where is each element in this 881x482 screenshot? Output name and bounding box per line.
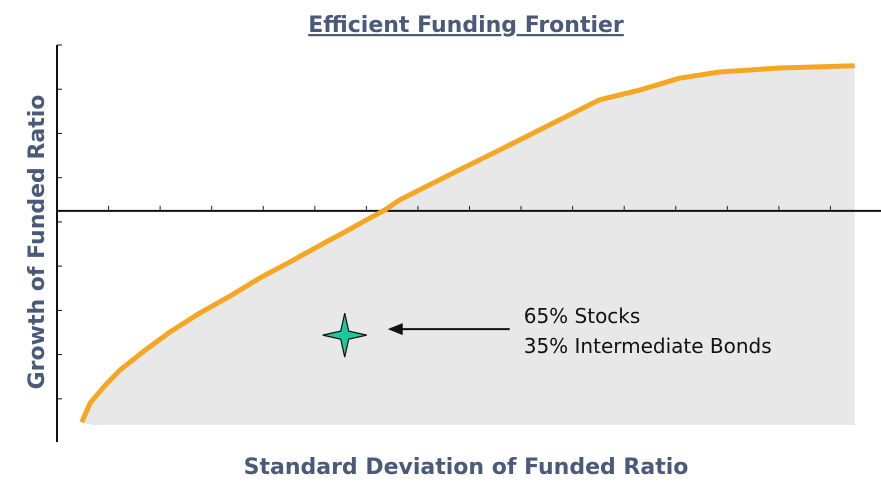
arrow-head — [387, 323, 403, 336]
annotation: 35% Intermediate Bonds — [524, 334, 772, 358]
portfolio-star — [322, 313, 367, 358]
area — [81, 65, 855, 426]
frontier-line — [79, 63, 855, 424]
annotation: 65% Stocks — [524, 304, 641, 328]
x-axis-label: Standard Deviation of Funded Ratio — [244, 455, 689, 480]
chart-title: Efficient Funding Frontier — [308, 13, 624, 38]
y-axis-label: Growth of Funded Ratio — [25, 95, 50, 390]
